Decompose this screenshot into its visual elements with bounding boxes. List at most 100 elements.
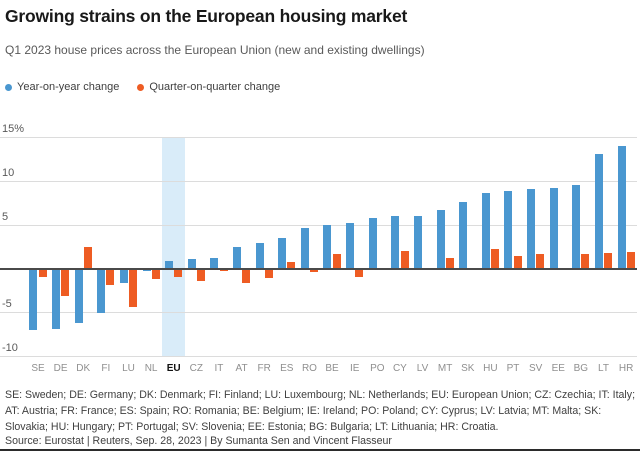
bar-yoy-HU — [481, 192, 490, 269]
bar-yoy-RO — [300, 228, 309, 269]
bar-qoq-EU — [174, 269, 183, 278]
bar-yoy-EU — [165, 260, 174, 269]
legend-label: Year-on-year change — [17, 81, 120, 93]
xlabel-FI: FI — [101, 363, 111, 374]
xlabel-HR: HR — [618, 363, 634, 374]
xlabel-SE: SE — [31, 363, 45, 374]
bar-yoy-FI — [97, 269, 106, 314]
bar-yoy-CZ — [187, 258, 196, 269]
xlabel-ES: ES — [280, 363, 294, 374]
eu-highlight-band — [162, 136, 185, 357]
bar-yoy-IT — [210, 257, 219, 269]
xlabel-RO: RO — [301, 363, 317, 374]
bar-yoy-SV — [527, 189, 536, 269]
xlabel-EU: EU — [166, 363, 181, 374]
xlabel-CZ: CZ — [189, 363, 203, 374]
bar-yoy-PT — [504, 191, 513, 269]
bar-qoq-CY — [400, 250, 409, 269]
bar-qoq-NL — [151, 269, 160, 280]
ytick-label-10: 10 — [2, 166, 15, 179]
legend-item-1: Quarter-on-quarter change — [137, 81, 280, 93]
bar-qoq-IT — [219, 269, 228, 272]
xlabel-NL: NL — [144, 363, 158, 374]
gridline-5 — [0, 224, 637, 226]
bar-qoq-CZ — [196, 269, 205, 281]
bar-yoy-LT — [594, 154, 603, 269]
bar-qoq-ES — [287, 262, 296, 269]
bar-qoq-MT — [445, 257, 454, 269]
bar-yoy-DK — [74, 269, 83, 324]
xlabel-IT: IT — [214, 363, 224, 374]
xlabel-MT: MT — [437, 363, 453, 374]
legend-dot-icon — [5, 83, 12, 91]
bar-yoy-LU — [119, 269, 128, 283]
xlabel-PO: PO — [370, 363, 385, 374]
bar-qoq-SE — [38, 269, 47, 277]
bar-qoq-AT — [242, 269, 251, 283]
xlabel-DE: DE — [53, 363, 68, 374]
bar-qoq-BG — [581, 254, 590, 269]
xlabel-BE: BE — [325, 363, 339, 374]
xlabel-IE: IE — [349, 363, 360, 374]
page-title: Growing strains on the European housing … — [5, 6, 408, 26]
xlabel-LU: LU — [122, 363, 135, 374]
bar-qoq-FI — [106, 269, 115, 286]
gridline-15 — [0, 136, 637, 138]
bar-qoq-IE — [355, 269, 364, 277]
bar-yoy-AT — [232, 246, 241, 269]
bar-qoq-BE — [332, 254, 341, 269]
bar-yoy-HR — [617, 145, 626, 269]
bar-yoy-EE — [549, 187, 558, 269]
bar-qoq-LT — [604, 252, 613, 269]
ytick-label-15: 15% — [2, 122, 25, 135]
bar-qoq-SV — [536, 254, 545, 269]
bar-yoy-DE — [52, 269, 61, 330]
xlabel-BG: BG — [573, 363, 589, 374]
ytick-label--5: -5 — [2, 298, 12, 311]
chart-legend: Year-on-year change Quarter-on-quarter ch… — [5, 81, 280, 93]
bar-yoy-SE — [29, 269, 38, 331]
xlabel-AT: AT — [235, 363, 248, 374]
ytick-label--10: -10 — [2, 342, 18, 355]
legend-item-0: Year-on-year change — [5, 81, 119, 93]
bar-yoy-PO — [368, 217, 377, 269]
bar-qoq-HU — [491, 249, 499, 269]
bar-qoq-FR — [264, 269, 273, 279]
xlabel-SK: SK — [461, 363, 475, 374]
bar-yoy-IE — [346, 222, 355, 269]
gridline--10 — [0, 356, 637, 358]
chart-subtitle: Q1 2023 house prices across the European… — [5, 43, 425, 57]
abbreviation-footnote: SE: Sweden; DE: Germany; DK: Denmark; FI… — [5, 389, 636, 433]
xlabel-DK: DK — [76, 363, 91, 374]
bar-qoq-LU — [129, 269, 138, 308]
gridline-10 — [0, 180, 637, 182]
bar-yoy-FR — [255, 243, 264, 269]
xlabel-CY: CY — [392, 363, 407, 374]
bar-yoy-MT — [436, 209, 445, 269]
zero-axis-line — [0, 267, 637, 270]
xlabel-EE: EE — [551, 363, 565, 374]
bar-yoy-CY — [391, 215, 400, 269]
bar-qoq-RO — [310, 269, 319, 273]
bar-yoy-BG — [572, 185, 581, 269]
bar-yoy-LV — [413, 215, 422, 269]
xlabel-FR: FR — [257, 363, 271, 374]
xlabel-LV: LV — [416, 363, 429, 374]
gridline--5 — [0, 312, 637, 314]
legend-label: Quarter-on-quarter change — [149, 81, 281, 93]
bar-qoq-HR — [626, 251, 635, 269]
xlabel-SV: SV — [528, 363, 543, 374]
source-credit-line: Source: Eurostat | Reuters, Sep. 28, 202… — [5, 435, 392, 447]
legend-dot-icon — [137, 83, 145, 91]
bar-yoy-SK — [459, 201, 468, 269]
xlabel-LT: LT — [598, 363, 609, 374]
xlabel-PT: PT — [506, 363, 520, 374]
bar-yoy-NL — [142, 269, 151, 271]
ytick-label-5: 5 — [2, 210, 9, 223]
bar-yoy-BE — [323, 225, 332, 269]
bar-yoy-ES — [278, 237, 287, 269]
bottom-divider — [0, 449, 640, 451]
bar-qoq-DE — [61, 269, 70, 296]
